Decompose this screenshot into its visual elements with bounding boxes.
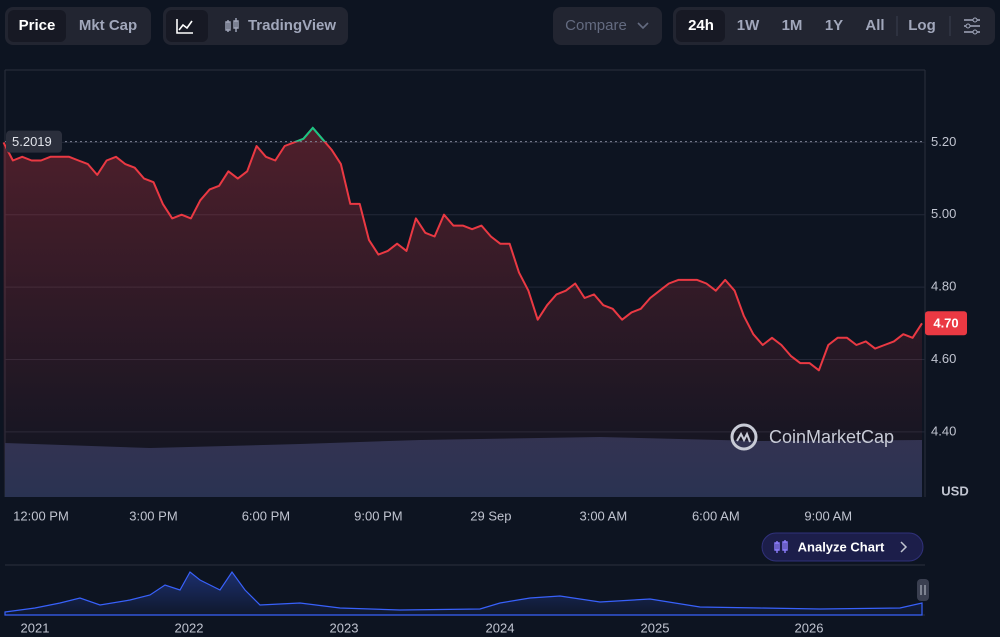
price-line xyxy=(2,126,923,372)
range-button[interactable]: All xyxy=(865,17,884,34)
y-tick-label: 4.40 xyxy=(931,423,956,438)
candle-icon xyxy=(225,18,239,32)
analyze-label: Analyze Chart xyxy=(798,539,885,554)
settings-knob xyxy=(972,17,978,23)
x-tick-label: 3:00 AM xyxy=(579,508,627,523)
year-label: 2026 xyxy=(795,620,824,635)
log-button[interactable]: Log xyxy=(908,17,936,34)
range-button[interactable]: 1Y xyxy=(825,17,843,34)
y-tick-label: 4.80 xyxy=(931,279,956,294)
price-button[interactable] xyxy=(8,10,66,42)
chevron xyxy=(637,22,649,30)
range-button[interactable]: 1M xyxy=(782,17,803,34)
chart-type-toggle xyxy=(163,7,348,45)
last-price-label: 4.70 xyxy=(933,316,958,331)
tradingview-button[interactable]: TradingView xyxy=(248,17,336,34)
y-tick-label: 5.00 xyxy=(931,206,956,221)
range-active xyxy=(676,10,725,42)
range-button[interactable]: 24h xyxy=(688,17,714,34)
x-tick-label: 9:00 PM xyxy=(354,508,402,523)
handle-grip xyxy=(920,585,926,595)
line-chart-button[interactable] xyxy=(166,10,208,42)
x-tick-label: 6:00 AM xyxy=(692,508,740,523)
y-tick-label: 4.60 xyxy=(931,351,956,366)
navigator-handle[interactable] xyxy=(917,579,929,601)
last-price-box xyxy=(925,311,967,336)
year-label: 2023 xyxy=(330,620,359,635)
year-label: 2025 xyxy=(641,620,670,635)
line-icon xyxy=(176,19,193,34)
compare-label: Compare xyxy=(565,17,627,34)
watermark: CoinMarketCap xyxy=(769,427,894,447)
navigator-area xyxy=(4,570,923,616)
analyze-chart-button[interactable] xyxy=(761,532,924,562)
compare-button[interactable] xyxy=(553,7,662,45)
settings-knob xyxy=(965,23,971,29)
year-label: 2021 xyxy=(21,620,50,635)
x-tick-label: 9:00 AM xyxy=(804,508,852,523)
watermark-logo xyxy=(730,423,758,451)
chevron xyxy=(900,541,908,553)
x-tick-label: 29 Sep xyxy=(470,508,511,523)
range-button[interactable]: 1W xyxy=(737,17,760,34)
analyze-icon xyxy=(774,540,788,553)
year-label: 2024 xyxy=(486,620,515,635)
mkt-cap-button[interactable]: Mkt Cap xyxy=(79,17,137,34)
currency-label: USD xyxy=(941,483,968,498)
reference-label-box xyxy=(6,130,62,153)
x-tick-label: 12:00 PM xyxy=(13,508,69,523)
y-tick-label: 5.20 xyxy=(931,134,956,149)
watermark-logo-mark xyxy=(736,431,751,443)
price-area xyxy=(3,127,922,498)
range-toggle xyxy=(673,7,995,45)
settings-knob xyxy=(972,29,978,35)
year-label: 2022 xyxy=(175,620,204,635)
x-tick-label: 6:00 PM xyxy=(242,508,290,523)
reference-label: 5.2019 xyxy=(12,134,52,149)
price-label: Price xyxy=(19,17,56,34)
x-tick-label: 3:00 PM xyxy=(129,508,177,523)
